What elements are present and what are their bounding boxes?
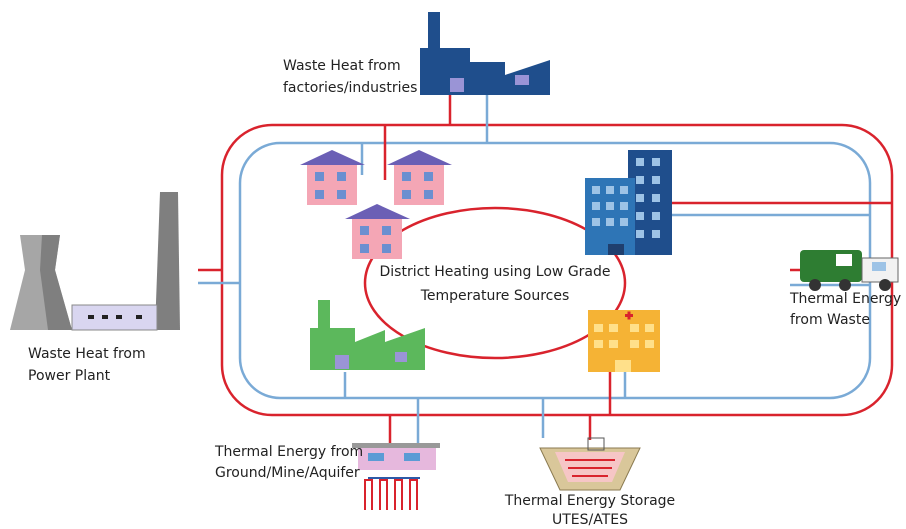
power-plant — [10, 192, 180, 330]
source-label: Thermal Energy — [789, 291, 901, 307]
apartment-tower — [585, 150, 672, 255]
source-label: UTES/ATES — [552, 512, 628, 528]
diagram: District Heating using Low Grade Tempera… — [0, 0, 906, 529]
source-label: Ground/Mine/Aquifer — [215, 465, 360, 481]
garbage-truck — [800, 250, 898, 291]
source-label: Thermal Energy Storage — [504, 493, 675, 509]
factory-green — [310, 300, 425, 370]
source-label: Waste Heat from — [28, 346, 146, 362]
source-label: factories/industries — [283, 80, 417, 96]
page: {"center": {"lines": ["District Heating … — [0, 0, 906, 529]
factory-top — [420, 12, 550, 95]
ground-exchanger — [352, 443, 440, 510]
source-label: Waste Heat from — [283, 58, 401, 74]
source-label: Power Plant — [28, 368, 111, 384]
center-label: Temperature Sources — [420, 288, 570, 304]
storage-basin — [540, 438, 640, 490]
source-label: from Waste — [790, 312, 870, 328]
center-label: District Heating using Low Grade — [379, 264, 610, 280]
hospital — [588, 310, 660, 372]
houses — [300, 150, 452, 259]
source-label: Thermal Energy from — [214, 444, 363, 460]
